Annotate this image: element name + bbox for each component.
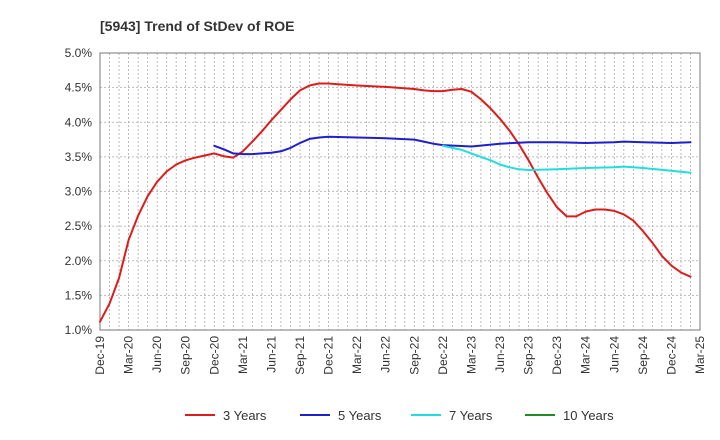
y-tick-label: 4.5%	[65, 81, 93, 95]
x-tick-label: Mar-20	[122, 336, 136, 374]
y-tick-label: 4.0%	[65, 115, 93, 129]
x-tick-label: Mar-22	[350, 336, 364, 374]
y-tick-label: 1.0%	[65, 323, 93, 337]
x-tick-label: Dec-20	[207, 336, 221, 375]
x-tick-label: Dec-21	[322, 336, 336, 375]
x-tick-label: Dec-19	[93, 336, 107, 375]
x-tick-label: Sep-20	[179, 336, 193, 375]
x-tick-label: Jun-23	[493, 336, 507, 373]
x-tick-label: Dec-22	[436, 336, 450, 375]
x-tick-label: Jun-22	[379, 336, 393, 373]
y-tick-label: 2.0%	[65, 254, 93, 268]
y-tick-label: 5.0%	[65, 46, 93, 60]
chart-title: [5943] Trend of StDev of ROE	[100, 18, 294, 34]
series-line-3	[441, 144, 692, 174]
x-tick-label: Sep-24	[636, 336, 650, 375]
plot-frame	[99, 52, 701, 331]
series-line-2	[213, 135, 692, 156]
x-tick-label: Dec-23	[550, 336, 564, 375]
x-tick-label: Jun-20	[150, 336, 164, 373]
series-lines	[99, 82, 692, 323]
x-tick-label: Mar-21	[236, 336, 250, 374]
x-tick-label: Mar-25	[693, 336, 707, 374]
x-tick-label: Sep-22	[407, 336, 421, 375]
x-tick-label: Sep-21	[293, 336, 307, 375]
legend-label-3: 7 Years	[449, 408, 493, 423]
legend-label-4: 10 Years	[563, 408, 614, 423]
x-tick-label: Dec-24	[664, 336, 678, 375]
y-tick-label: 1.5%	[65, 288, 93, 302]
x-tick-label: Jun-24	[607, 336, 621, 373]
legend-label-2: 5 Years	[338, 408, 382, 423]
y-tick-label: 2.5%	[65, 219, 93, 233]
series-line-1	[99, 82, 692, 323]
y-axis: 1.0% 1.5% 2.0% 2.5% 3.0% 3.5% 4.0% 4.5% 5.0%	[65, 46, 93, 337]
legend-label-1: 3 Years	[223, 408, 267, 423]
x-tick-label: Mar-24	[579, 336, 593, 374]
x-tick-label: Sep-23	[522, 336, 536, 375]
x-tick-label: Jun-21	[264, 336, 278, 373]
grid	[100, 53, 700, 330]
y-tick-label: 3.0%	[65, 185, 93, 199]
y-tick-label: 3.5%	[65, 150, 93, 164]
legend: 3 Years 5 Years 7 Years 10 Years	[185, 408, 614, 423]
x-tick-label: Mar-23	[464, 336, 478, 374]
x-axis: Dec-19 Mar-20 Jun-20 Sep-20 Dec-20 Mar-21 Jun-…	[93, 336, 707, 375]
